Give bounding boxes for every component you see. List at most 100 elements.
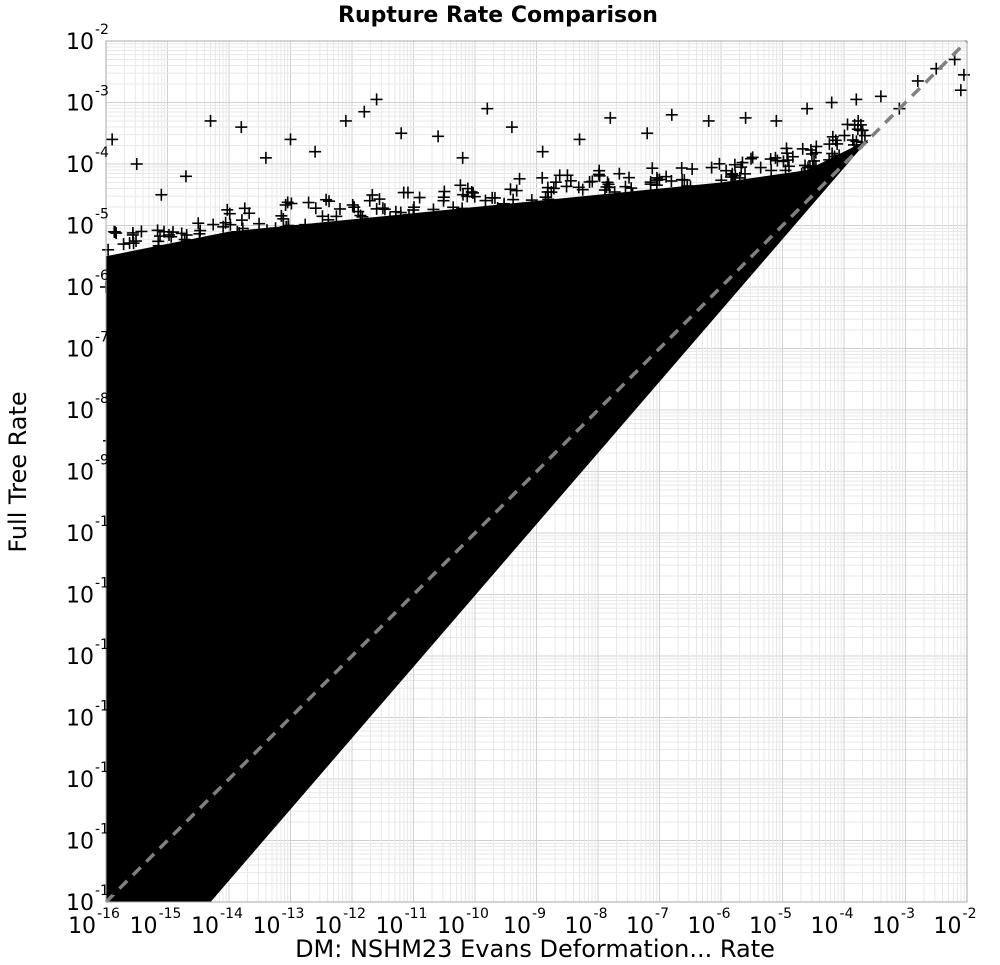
outlier-point bbox=[770, 114, 783, 127]
y-tick-label: 10-6 bbox=[66, 268, 109, 301]
data-point bbox=[126, 226, 139, 239]
data-point bbox=[154, 230, 167, 243]
data-point bbox=[603, 181, 616, 194]
y-tick-label: 10-3 bbox=[66, 84, 109, 117]
outlier-point bbox=[573, 133, 586, 146]
data-point bbox=[491, 201, 504, 214]
data-point bbox=[728, 158, 741, 171]
data-point bbox=[553, 169, 566, 182]
outlier-point bbox=[957, 68, 970, 81]
outlier-point bbox=[604, 111, 617, 124]
data-point bbox=[323, 195, 336, 208]
y-tick-label: 10-11 bbox=[66, 576, 118, 609]
outlier-point bbox=[505, 121, 518, 134]
data-point bbox=[384, 211, 397, 224]
x-tick-label: 10-13 bbox=[253, 906, 305, 939]
y-tick-label: 10-16 bbox=[66, 883, 118, 916]
outlier-point bbox=[850, 93, 863, 106]
data-point bbox=[619, 180, 632, 193]
data-point bbox=[854, 118, 867, 131]
data-point bbox=[437, 191, 450, 204]
data-point bbox=[427, 203, 440, 216]
data-point bbox=[510, 184, 523, 197]
outlier-point bbox=[456, 151, 469, 164]
data-point bbox=[626, 188, 639, 201]
x-tick-label: 10-14 bbox=[191, 906, 243, 939]
y-tick-label: 10-5 bbox=[66, 207, 109, 240]
data-point bbox=[454, 179, 467, 192]
data-point bbox=[389, 205, 402, 218]
data-point bbox=[602, 178, 615, 191]
data-point bbox=[623, 171, 636, 184]
data-point bbox=[848, 138, 861, 151]
x-tick-label: 10-5 bbox=[749, 906, 792, 939]
data-point bbox=[746, 151, 759, 164]
data-point bbox=[513, 172, 526, 185]
data-point bbox=[841, 118, 854, 131]
outlier-point bbox=[259, 151, 272, 164]
y-axis-label: Full Tree Rate bbox=[4, 391, 32, 552]
data-point bbox=[795, 167, 808, 180]
x-tick-label: 10-6 bbox=[688, 906, 731, 939]
plot-frame bbox=[105, 40, 968, 903]
y-tick-label: 10-10 bbox=[66, 514, 118, 547]
data-point bbox=[281, 196, 294, 209]
data-point bbox=[456, 202, 469, 215]
x-tick-label: 10-9 bbox=[503, 906, 546, 939]
outlier-point bbox=[235, 121, 248, 134]
data-point bbox=[729, 169, 742, 182]
data-point bbox=[488, 191, 501, 204]
outlier-point bbox=[309, 145, 322, 158]
y-tick-label: 10-14 bbox=[66, 760, 118, 793]
outlier-point bbox=[911, 74, 924, 87]
data-point bbox=[613, 167, 626, 180]
data-point bbox=[354, 209, 367, 222]
data-point bbox=[576, 183, 589, 196]
outlier-point bbox=[155, 188, 168, 201]
outlier-point bbox=[106, 342, 119, 355]
data-point bbox=[826, 147, 839, 160]
outlier-point bbox=[106, 133, 119, 146]
x-tick-label: 10-15 bbox=[130, 906, 182, 939]
one-to-one-reference-line bbox=[104, 39, 969, 904]
data-point bbox=[356, 210, 369, 223]
y-tick-label: 10-9 bbox=[66, 453, 109, 486]
data-point bbox=[810, 140, 823, 153]
data-point bbox=[223, 207, 236, 220]
data-point bbox=[796, 142, 809, 155]
data-point bbox=[175, 227, 188, 240]
data-point bbox=[299, 218, 312, 231]
data-point bbox=[333, 202, 346, 215]
data-point bbox=[713, 157, 726, 170]
data-point bbox=[625, 182, 638, 195]
outlier-point bbox=[370, 93, 383, 106]
data-point bbox=[108, 225, 121, 238]
outlier-point bbox=[395, 127, 408, 140]
data-point bbox=[192, 217, 205, 230]
data-point bbox=[135, 225, 148, 238]
data-point bbox=[769, 151, 782, 164]
data-point bbox=[653, 173, 666, 186]
data-point bbox=[165, 230, 178, 243]
data-point bbox=[705, 161, 718, 174]
data-point bbox=[765, 164, 778, 177]
outlier-point bbox=[432, 130, 445, 143]
chart-title: Rupture Rate Comparison bbox=[338, 3, 658, 28]
outlier-point bbox=[536, 145, 549, 158]
x-tick-label: 10-3 bbox=[872, 906, 915, 939]
data-point bbox=[536, 171, 549, 184]
data-point bbox=[163, 228, 176, 241]
data-point bbox=[260, 224, 273, 237]
outlier-point bbox=[702, 114, 715, 127]
data-point bbox=[231, 225, 244, 238]
data-point bbox=[686, 163, 699, 176]
x-tick-label: 10-7 bbox=[626, 906, 669, 939]
outlier-point bbox=[106, 514, 119, 527]
data-point bbox=[235, 214, 248, 227]
x-tick-label: 10-11 bbox=[376, 906, 428, 939]
data-point bbox=[744, 152, 757, 165]
data-point bbox=[720, 164, 733, 177]
outlier-point bbox=[284, 133, 297, 146]
data-point bbox=[330, 210, 343, 223]
